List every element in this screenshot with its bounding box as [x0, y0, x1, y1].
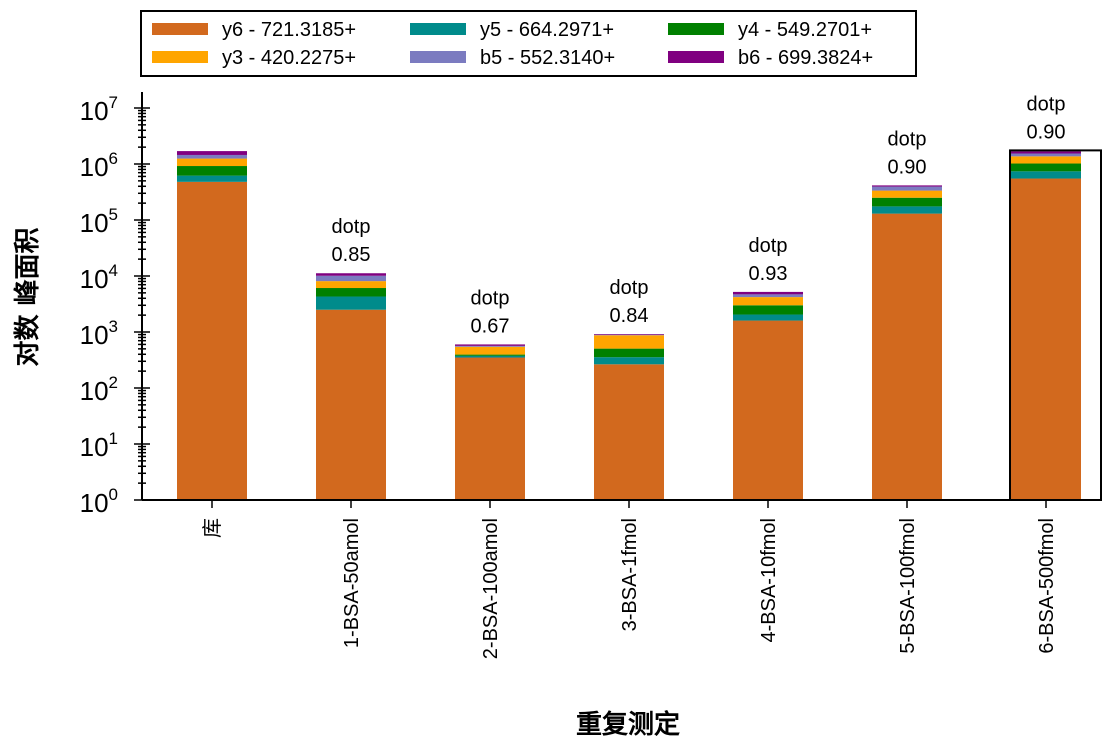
- bar-segment[interactable]: [1011, 171, 1081, 179]
- x-axis: 库 1-BSA-50amol 2-BSA-100amol 3-BSA-1fmol 4-B…: [142, 499, 1102, 659]
- bar-segment[interactable]: [1011, 153, 1081, 157]
- y-tick-label: 100: [80, 485, 118, 518]
- bar-segment[interactable]: [316, 288, 386, 297]
- bar-segment[interactable]: [316, 281, 386, 289]
- annotation-label: dotp: [610, 277, 649, 299]
- legend-swatch: [410, 23, 466, 35]
- bar-segment[interactable]: [177, 151, 247, 155]
- y-tick-label: 103: [80, 317, 118, 350]
- bar-segment[interactable]: [455, 345, 525, 347]
- annotation-label: dotp: [332, 216, 371, 238]
- x-tick-label: 2-BSA-100amol: [480, 518, 502, 659]
- bar-segment[interactable]: [455, 355, 525, 358]
- legend: y6 - 721.3185+ y5 - 664.2971+ y4 - 549.270…: [140, 10, 917, 77]
- bar-segment[interactable]: [177, 154, 247, 159]
- bar-segment[interactable]: [872, 190, 942, 198]
- annotation-label: dotp: [749, 235, 788, 257]
- legend-swatch: [668, 51, 724, 63]
- annotation-label: dotp: [1027, 93, 1066, 115]
- x-axis-title: 重复测定: [576, 709, 680, 738]
- x-tick-label: 1-BSA-50amol: [341, 518, 363, 648]
- bar-segment[interactable]: [177, 158, 247, 167]
- bar-segment[interactable]: [733, 305, 803, 315]
- y-tick-label: 104: [80, 261, 118, 294]
- annotation-value: 0.84: [610, 305, 649, 327]
- legend-swatch: [152, 23, 208, 35]
- y-tick-label: 107: [80, 93, 118, 126]
- bar-segment[interactable]: [733, 294, 803, 298]
- annotation-value: 0.85: [332, 244, 371, 266]
- x-tick-label: 4-BSA-10fmol: [758, 518, 780, 643]
- bar-segment[interactable]: [872, 206, 942, 214]
- bar-segment[interactable]: [872, 213, 942, 500]
- y-tick-label: 105: [80, 205, 118, 238]
- legend-entry[interactable]: b5 - 552.3140+: [480, 47, 615, 69]
- y-tick-label: 101: [80, 429, 118, 462]
- annotation-value: 0.90: [888, 156, 927, 178]
- bar-segment[interactable]: [594, 364, 664, 500]
- annotation-label: dotp: [471, 287, 510, 309]
- legend-swatch: [152, 51, 208, 63]
- legend-box: [140, 10, 917, 77]
- bar-segment[interactable]: [177, 175, 247, 182]
- bar-segment[interactable]: [1011, 156, 1081, 164]
- bar-segment[interactable]: [733, 320, 803, 500]
- bar-segment[interactable]: [872, 197, 942, 207]
- bar-segment[interactable]: [733, 297, 803, 306]
- x-tick-label: 库: [201, 518, 224, 538]
- bar-segment[interactable]: [316, 309, 386, 500]
- bar-segment[interactable]: [316, 273, 386, 276]
- y-axis: 100 101 102 103 104 105 106 107: [80, 92, 150, 518]
- annotation-value: 0.93: [749, 263, 788, 285]
- legend-entry[interactable]: y5 - 664.2971+: [480, 19, 614, 41]
- bar-segment[interactable]: [455, 346, 525, 355]
- x-tick-label: 5-BSA-100fmol: [897, 518, 919, 654]
- bar-segment[interactable]: [1011, 151, 1081, 154]
- bar-segment[interactable]: [177, 181, 247, 500]
- bar-segment[interactable]: [316, 275, 386, 282]
- annotation-value: 0.90: [1027, 121, 1066, 143]
- legend-entry[interactable]: b6 - 699.3824+: [738, 47, 873, 69]
- legend-entry[interactable]: y4 - 549.2701+: [738, 19, 872, 41]
- legend-entry[interactable]: y3 - 420.2275+: [222, 47, 356, 69]
- y-axis-title: 对数 峰面积: [13, 227, 43, 366]
- bar-segment[interactable]: [455, 354, 525, 356]
- bar-segment[interactable]: [316, 296, 386, 310]
- bar-segment[interactable]: [1011, 178, 1081, 501]
- bar-segment[interactable]: [733, 291, 803, 295]
- bar-segment[interactable]: [594, 348, 664, 358]
- bar-segment[interactable]: [177, 166, 247, 176]
- annotations: dotp 0.85 dotp 0.67 dotp 0.84 dotp 0.93 dotp 0.90…: [332, 93, 1066, 337]
- y-tick-label: 102: [80, 373, 118, 406]
- annotation-label: dotp: [888, 128, 927, 150]
- legend-swatch: [668, 23, 724, 35]
- bar-segment[interactable]: [1011, 163, 1081, 172]
- bar-segment[interactable]: [872, 185, 942, 187]
- legend-entry[interactable]: y6 - 721.3185+: [222, 19, 356, 41]
- y-tick-label: 106: [80, 149, 118, 182]
- bar-segment[interactable]: [872, 186, 942, 191]
- bar-segment[interactable]: [594, 334, 664, 336]
- x-tick-label: 6-BSA-500fmol: [1036, 518, 1058, 654]
- bar-segment[interactable]: [594, 334, 664, 335]
- x-tick-label: 3-BSA-1fmol: [619, 518, 641, 631]
- legend-swatch: [410, 51, 466, 63]
- annotation-value: 0.67: [471, 315, 510, 337]
- bars: [177, 149, 1102, 501]
- bar-segment[interactable]: [594, 357, 664, 365]
- bar-segment[interactable]: [455, 357, 525, 500]
- bar-segment[interactable]: [455, 344, 525, 346]
- bar-segment[interactable]: [733, 314, 803, 321]
- bar-segment[interactable]: [594, 335, 664, 349]
